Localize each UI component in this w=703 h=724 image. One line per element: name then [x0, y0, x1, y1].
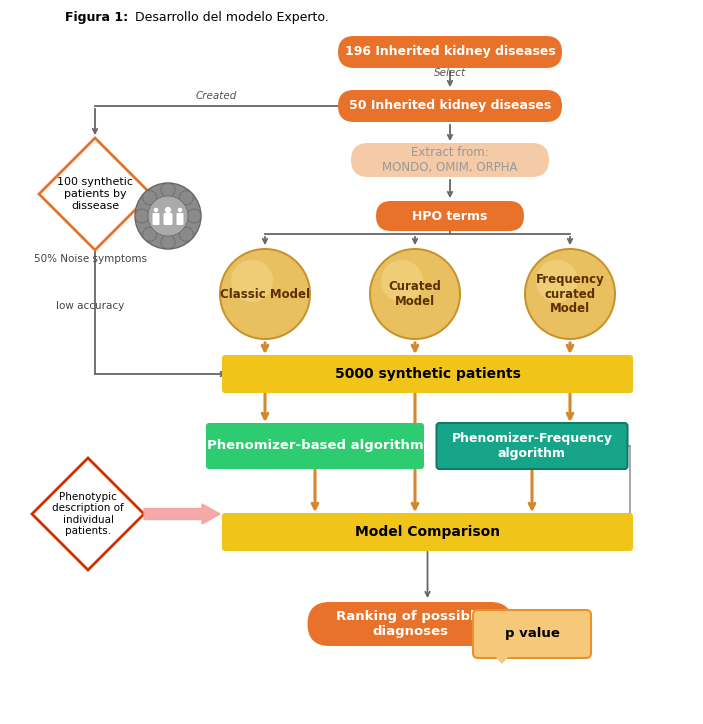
Circle shape: [371, 250, 459, 338]
Circle shape: [536, 260, 578, 302]
Text: 5000 synthetic patients: 5000 synthetic patients: [335, 367, 520, 381]
Text: Phenomizer-Frequency
algorithm: Phenomizer-Frequency algorithm: [451, 432, 612, 460]
Circle shape: [219, 248, 311, 340]
FancyBboxPatch shape: [153, 213, 160, 225]
Text: Figura 1:: Figura 1:: [65, 11, 128, 23]
Text: 50% Noise symptoms: 50% Noise symptoms: [34, 254, 146, 264]
Circle shape: [154, 208, 158, 212]
Circle shape: [143, 190, 157, 205]
Circle shape: [381, 260, 423, 302]
FancyBboxPatch shape: [338, 90, 562, 122]
Text: Classic Model: Classic Model: [220, 287, 310, 300]
Text: 100 synthetic
patients by
dissease: 100 synthetic patients by dissease: [57, 177, 133, 211]
Text: Model Comparison: Model Comparison: [355, 525, 500, 539]
Text: Ranking of possible
diagnoses: Ranking of possible diagnoses: [336, 610, 484, 638]
Circle shape: [161, 235, 175, 249]
Circle shape: [221, 250, 309, 338]
Circle shape: [135, 209, 149, 223]
Text: Created: Created: [196, 91, 237, 101]
FancyArrow shape: [144, 504, 220, 524]
FancyBboxPatch shape: [164, 213, 172, 225]
Circle shape: [369, 248, 461, 340]
Text: p value: p value: [505, 628, 560, 641]
FancyBboxPatch shape: [473, 610, 591, 658]
Text: HPO terms: HPO terms: [413, 209, 488, 222]
Text: Desarrollo del modelo Experto.: Desarrollo del modelo Experto.: [131, 11, 329, 23]
Polygon shape: [32, 458, 144, 570]
Circle shape: [231, 260, 273, 302]
Circle shape: [165, 207, 171, 213]
Text: Curated
Model: Curated Model: [389, 280, 441, 308]
FancyBboxPatch shape: [176, 213, 183, 225]
FancyBboxPatch shape: [222, 355, 633, 393]
Text: 50 Inherited kidney diseases: 50 Inherited kidney diseases: [349, 99, 551, 112]
Text: Frequency
curated
Model: Frequency curated Model: [536, 272, 605, 316]
Circle shape: [143, 227, 157, 241]
FancyBboxPatch shape: [351, 143, 549, 177]
Text: Phenotypic
description of
individual
patients.: Phenotypic description of individual pat…: [52, 492, 124, 536]
Circle shape: [524, 248, 616, 340]
Circle shape: [148, 196, 188, 236]
Circle shape: [135, 183, 201, 249]
Text: Select: Select: [434, 68, 466, 78]
Text: Extract from:
MONDO, OMIM, ORPHA: Extract from: MONDO, OMIM, ORPHA: [382, 146, 517, 174]
Circle shape: [187, 209, 201, 223]
FancyBboxPatch shape: [338, 36, 562, 68]
Polygon shape: [39, 138, 151, 250]
Circle shape: [178, 208, 182, 212]
FancyBboxPatch shape: [206, 423, 424, 469]
Circle shape: [526, 250, 614, 338]
FancyBboxPatch shape: [437, 423, 628, 469]
Circle shape: [179, 190, 193, 205]
Text: Phenomizer-based algorithm: Phenomizer-based algorithm: [207, 439, 423, 452]
FancyBboxPatch shape: [376, 201, 524, 231]
Text: low accuracy: low accuracy: [56, 301, 124, 311]
FancyBboxPatch shape: [307, 602, 512, 646]
Polygon shape: [492, 653, 512, 664]
Text: 196 Inherited kidney diseases: 196 Inherited kidney diseases: [344, 46, 555, 59]
FancyBboxPatch shape: [222, 513, 633, 551]
Circle shape: [179, 227, 193, 241]
Circle shape: [161, 183, 175, 197]
